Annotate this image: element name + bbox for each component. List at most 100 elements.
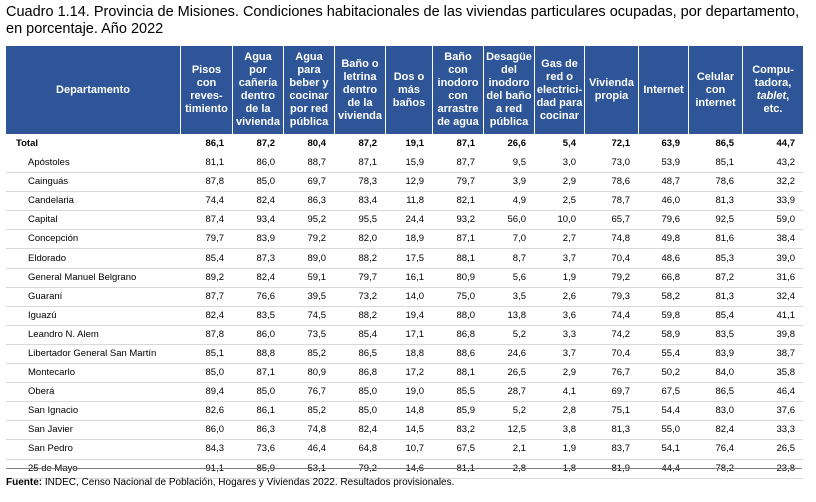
department-name: San Pedro: [6, 440, 180, 460]
table-cell: 3,6: [534, 307, 584, 326]
table-row: Cainguás 87,8 85,0 69,7 78,3 12,9 79,7 3,9 2,9 78…: [6, 173, 803, 193]
department-name: Oberá: [6, 383, 180, 403]
table-cell: 10,7: [385, 440, 432, 460]
table-row-total: Total 86,1 87,2 80,4 87,2 19,1 87,1 26,6…: [6, 134, 803, 154]
table-cell: 74,2: [584, 326, 638, 345]
department-name: General Manuel Belgrano: [6, 269, 180, 288]
table-cell: 14,0: [385, 288, 432, 307]
table-cell: 69,7: [283, 173, 334, 193]
table-cell: 85,2: [283, 402, 334, 422]
total-cell: 86,1: [205, 138, 225, 149]
table-cell: 85,2: [283, 345, 334, 365]
table-row: Capital 87,4 93,4 95,2 95,5 24,4 93,2 56,0 10,0 6…: [6, 211, 803, 231]
header-bano-inodoro: Baño con inodoro con arrastre de agua: [432, 46, 483, 134]
total-cell: 86,5: [715, 138, 735, 149]
table-cell: 79,2: [584, 269, 638, 288]
header-internet: Internet: [638, 46, 688, 134]
table-cell: 32,2: [742, 173, 803, 193]
table-cell: 56,0: [483, 211, 534, 231]
table-cell: 75,1: [584, 402, 638, 422]
table-cell: 39,5: [283, 288, 334, 307]
total-cell: 72,1: [611, 138, 631, 149]
table-row: Oberá 89,4 85,0 76,7 85,0 19,0 85,5 28,7 4,1 69,7…: [6, 383, 803, 403]
table-cell: 79,3: [584, 288, 638, 307]
table-cell: 38,4: [742, 230, 803, 250]
table-cell: 89,0: [283, 249, 334, 269]
table-cell: 83,7: [584, 440, 638, 460]
table-cell: 88,8: [232, 345, 283, 365]
table-cell: 79,7: [432, 173, 483, 193]
table-cell: 76,7: [283, 383, 334, 403]
table-cell: 88,6: [432, 345, 483, 365]
department-name: Capital: [6, 211, 180, 231]
table-cell: 87,1: [432, 230, 483, 250]
table-cell: 86,1: [232, 402, 283, 422]
table-cell: 86,3: [232, 421, 283, 441]
table-cell: 12,5: [483, 421, 534, 441]
table-row: Candelaria 74,4 82,4 86,3 83,4 11,8 82,1 4,9 2,5…: [6, 192, 803, 212]
table-cell: 85,4: [180, 249, 232, 269]
table-cell: 14,5: [385, 421, 432, 441]
header-agua-red: Agua para beber y cocinar por red públic…: [283, 46, 334, 134]
table-cell: 4,1: [534, 383, 584, 403]
table-title-line-2: en porcentaje. Año 2022: [6, 21, 164, 37]
table-cell: 84,3: [180, 440, 232, 460]
source-label: Fuente:: [6, 477, 43, 488]
table-cell: 93,2: [432, 211, 483, 231]
department-name: Candelaria: [6, 192, 180, 212]
table-cell: 82,4: [232, 269, 283, 288]
table-cell: 95,5: [334, 211, 385, 231]
table-cell: 92,5: [688, 211, 742, 231]
table-row: 25 de Mayo 91,1 85,9 53,1 79,2 14,6 81,1 2,8 1,8…: [6, 460, 803, 479]
department-name: Guaraní: [6, 288, 180, 307]
table-cell: 35,8: [742, 364, 803, 384]
table-cell: 26,5: [483, 364, 534, 384]
department-name: San Javier: [6, 421, 180, 441]
table-cell: 86,5: [334, 345, 385, 365]
header-row: Departamento Pisos con reves- timiento A…: [6, 46, 803, 134]
table-cell: 78,3: [334, 173, 385, 193]
table-row: San Ignacio 82,6 86,1 85,2 85,0 14,8 85,9 5,2 2,…: [6, 402, 803, 422]
table-cell: 82,4: [232, 192, 283, 212]
table-cell: 73,0: [584, 154, 638, 174]
table-cell: 85,1: [688, 154, 742, 174]
table-cell: 91,1: [180, 460, 232, 479]
table-cell: 5,2: [483, 402, 534, 422]
table-cell: 79,2: [334, 460, 385, 479]
table-cell: 12,9: [385, 173, 432, 193]
department-name: Concepción: [6, 230, 180, 250]
table-cell: 75,0: [432, 288, 483, 307]
table-cell: 46,4: [742, 383, 803, 403]
table-cell: 82,4: [334, 421, 385, 441]
table-cell: 86,8: [334, 364, 385, 384]
table-cell: 46,4: [283, 440, 334, 460]
table-cell: 74,8: [283, 421, 334, 441]
table-cell: 79,7: [180, 230, 232, 250]
table-cell: 81,3: [688, 288, 742, 307]
table-cell: 4,9: [483, 192, 534, 212]
total-cell: 44,7: [776, 138, 796, 149]
table-cell: 79,7: [334, 269, 385, 288]
table-cell: 85,3: [688, 249, 742, 269]
table-cell: 74,8: [584, 230, 638, 250]
table-cell: 85,9: [432, 402, 483, 422]
table-cell: 3,7: [534, 345, 584, 365]
table-cell: 24,6: [483, 345, 534, 365]
table-cell: 5,2: [483, 326, 534, 345]
table-cell: 44,4: [638, 460, 688, 479]
table-cell: 78,7: [584, 192, 638, 212]
table-cell: 3,8: [534, 421, 584, 441]
table-cell: 78,6: [688, 173, 742, 193]
table-cell: 15,9: [385, 154, 432, 174]
table-cell: 79,6: [638, 211, 688, 231]
table-cell: 86,3: [283, 192, 334, 212]
table-cell: 41,1: [742, 307, 803, 326]
table-cell: 82,1: [432, 192, 483, 212]
department-name: 25 de Mayo: [6, 460, 180, 479]
table-cell: 82,0: [334, 230, 385, 250]
table-cell: 66,8: [638, 269, 688, 288]
table-cell: 74,4: [584, 307, 638, 326]
table-cell: 74,4: [180, 192, 232, 212]
table-cell: 2,8: [483, 460, 534, 479]
department-name: Cainguás: [6, 173, 180, 193]
